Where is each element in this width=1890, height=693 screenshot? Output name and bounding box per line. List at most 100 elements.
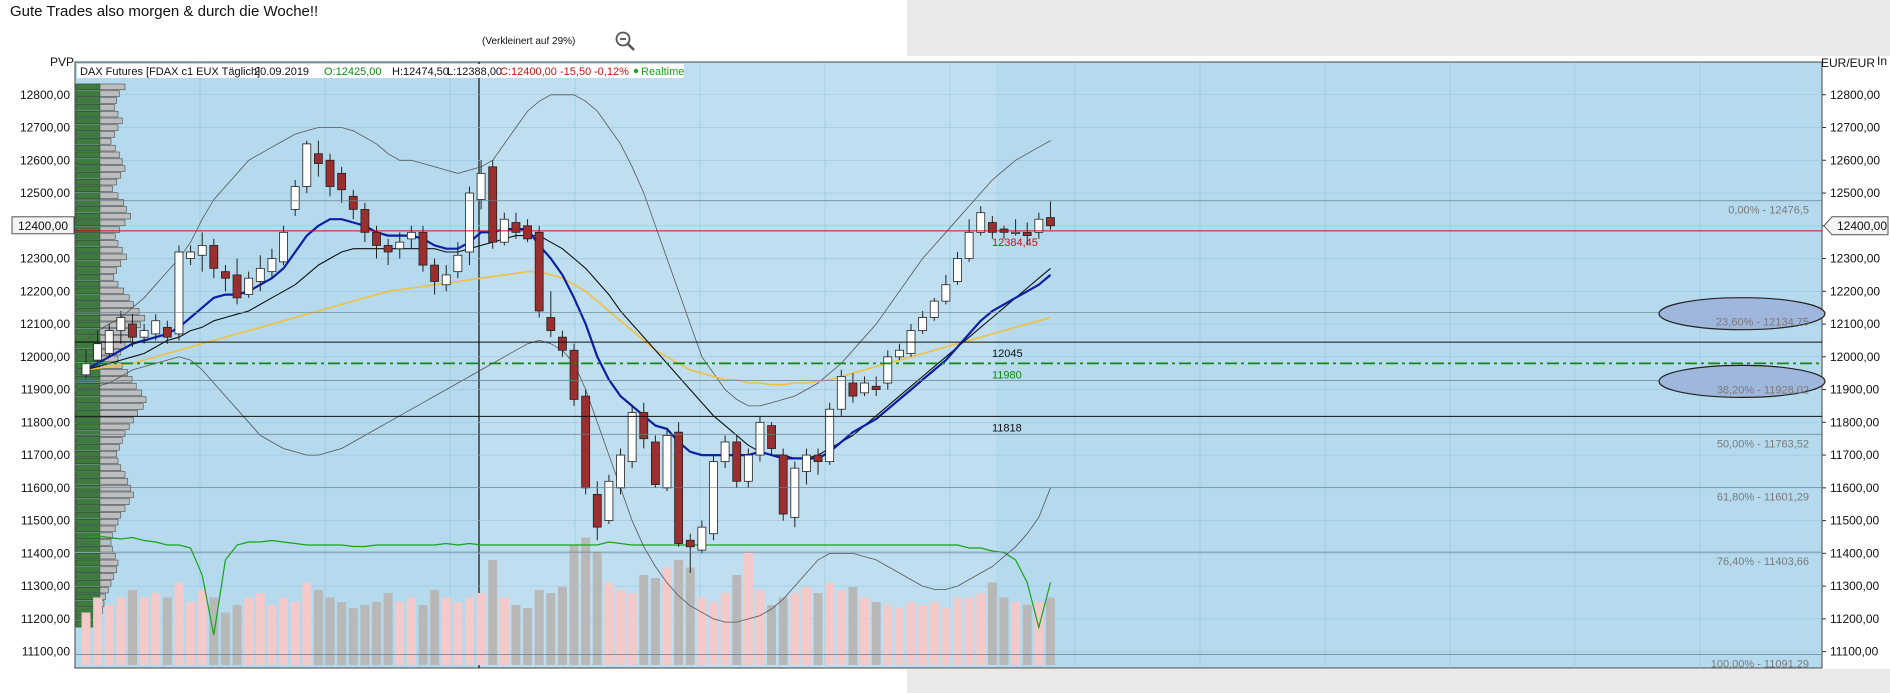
candle-body[interactable]	[232, 274, 242, 299]
left-axis-tick-label: 11800,00	[21, 415, 70, 429]
candle-body[interactable]	[476, 172, 486, 200]
candle-body[interactable]	[592, 493, 602, 528]
candle-body[interactable]	[279, 231, 288, 263]
candle-body[interactable]	[871, 385, 881, 390]
candle-body[interactable]	[255, 267, 265, 282]
candle-body[interactable]	[372, 231, 381, 246]
volume-bar	[93, 597, 103, 665]
candle-body[interactable]	[953, 258, 962, 282]
candle-body[interactable]	[825, 408, 835, 463]
candle-body[interactable]	[81, 362, 91, 376]
candle-body[interactable]	[395, 241, 405, 250]
volume-bar	[569, 545, 579, 665]
candle-body[interactable]	[929, 300, 939, 318]
candle-body[interactable]	[674, 431, 684, 544]
candle-body[interactable]	[546, 317, 556, 332]
candle-body[interactable]	[639, 412, 649, 440]
candle-body[interactable]	[209, 245, 219, 269]
candle-body[interactable]	[860, 382, 869, 394]
candle-body[interactable]	[883, 356, 893, 384]
candle-body[interactable]	[790, 467, 800, 518]
candle-body[interactable]	[627, 412, 637, 463]
candle-body[interactable]	[313, 153, 323, 164]
volume-bar	[767, 605, 777, 665]
candle-body[interactable]	[93, 343, 103, 361]
candle-body[interactable]	[581, 395, 591, 489]
candle-body[interactable]	[348, 195, 358, 210]
candle-body[interactable]	[987, 222, 997, 233]
candle-body[interactable]	[360, 209, 370, 233]
candle-body[interactable]	[128, 323, 137, 338]
candle-body[interactable]	[221, 271, 230, 279]
candle-body[interactable]	[767, 425, 776, 449]
candle-body[interactable]	[616, 454, 625, 489]
candle-body[interactable]	[511, 222, 521, 233]
candle-body[interactable]	[418, 231, 428, 266]
candle-body[interactable]	[743, 454, 753, 482]
candle-body[interactable]	[778, 454, 788, 515]
volume-bar	[534, 590, 544, 665]
volume-bar	[244, 597, 254, 665]
candle-body[interactable]	[1011, 231, 1020, 234]
candle-body[interactable]	[267, 258, 277, 273]
candle-body[interactable]	[755, 421, 765, 456]
candle-body[interactable]	[964, 231, 974, 259]
candle-body[interactable]	[523, 225, 532, 240]
candle-body[interactable]	[197, 245, 207, 256]
candle-body[interactable]	[604, 480, 614, 521]
volume-bar	[546, 593, 556, 665]
volume-profile-value-area	[75, 294, 101, 301]
candle-body[interactable]	[1022, 231, 1032, 237]
candle-body[interactable]	[732, 441, 742, 482]
candle-body[interactable]	[325, 159, 335, 187]
candle-body[interactable]	[848, 382, 858, 397]
candle-body[interactable]	[383, 245, 393, 253]
candle-body[interactable]	[534, 231, 544, 312]
volume-bar	[674, 560, 684, 665]
candle-body[interactable]	[151, 320, 161, 335]
candle-body[interactable]	[406, 231, 416, 240]
dax-futures-chart[interactable]: 12384,45 12045 11980 11818 0,00% - 12476,5 2…	[0, 56, 1890, 669]
candle-body[interactable]	[685, 539, 695, 548]
candle-body[interactable]	[650, 441, 660, 485]
left-axis-tick-label: 12700,00	[20, 121, 70, 135]
volume-profile-value-area	[75, 546, 101, 553]
zoom-out-icon[interactable]	[614, 30, 636, 52]
candle-body[interactable]	[116, 317, 126, 332]
volume-bar	[697, 597, 707, 665]
candle-body[interactable]	[569, 349, 579, 400]
volume-profile-value-area	[75, 219, 101, 227]
candle-body[interactable]	[302, 143, 312, 187]
candle-body[interactable]	[337, 172, 347, 191]
candle-body[interactable]	[453, 254, 463, 273]
candle-body[interactable]	[836, 376, 846, 410]
candle-body[interactable]	[709, 461, 718, 535]
candle-body[interactable]	[662, 435, 672, 489]
header-low: L:12388,00	[447, 66, 502, 78]
candle-body[interactable]	[186, 251, 195, 259]
candle-body[interactable]	[139, 330, 149, 338]
volume-profile-value-area	[75, 396, 101, 403]
candle-body[interactable]	[244, 277, 254, 295]
candle-body[interactable]	[290, 186, 300, 210]
candle-body[interactable]	[802, 454, 811, 472]
candle-body[interactable]	[441, 274, 451, 286]
volume-profile-value-area	[75, 138, 101, 145]
candle-body[interactable]	[465, 192, 474, 253]
candle-body[interactable]	[918, 317, 928, 332]
candle-body[interactable]	[430, 264, 440, 282]
candle-body[interactable]	[162, 326, 172, 338]
candle-body[interactable]	[1046, 217, 1055, 227]
candle-body[interactable]	[558, 336, 567, 351]
candle-body[interactable]	[488, 166, 498, 243]
candle-body[interactable]	[813, 454, 823, 463]
candle-body[interactable]	[941, 284, 951, 302]
fibonacci-level-label: 38,20% - 11928,02	[1717, 384, 1809, 396]
candle-body[interactable]	[720, 441, 730, 463]
candle-body[interactable]	[895, 349, 904, 358]
candle-body[interactable]	[697, 526, 707, 551]
candle-body[interactable]	[174, 251, 184, 335]
right-axis-tick-label: 12000,00	[1830, 350, 1880, 364]
candle-body[interactable]	[1034, 218, 1044, 233]
candle-body[interactable]	[976, 212, 986, 233]
